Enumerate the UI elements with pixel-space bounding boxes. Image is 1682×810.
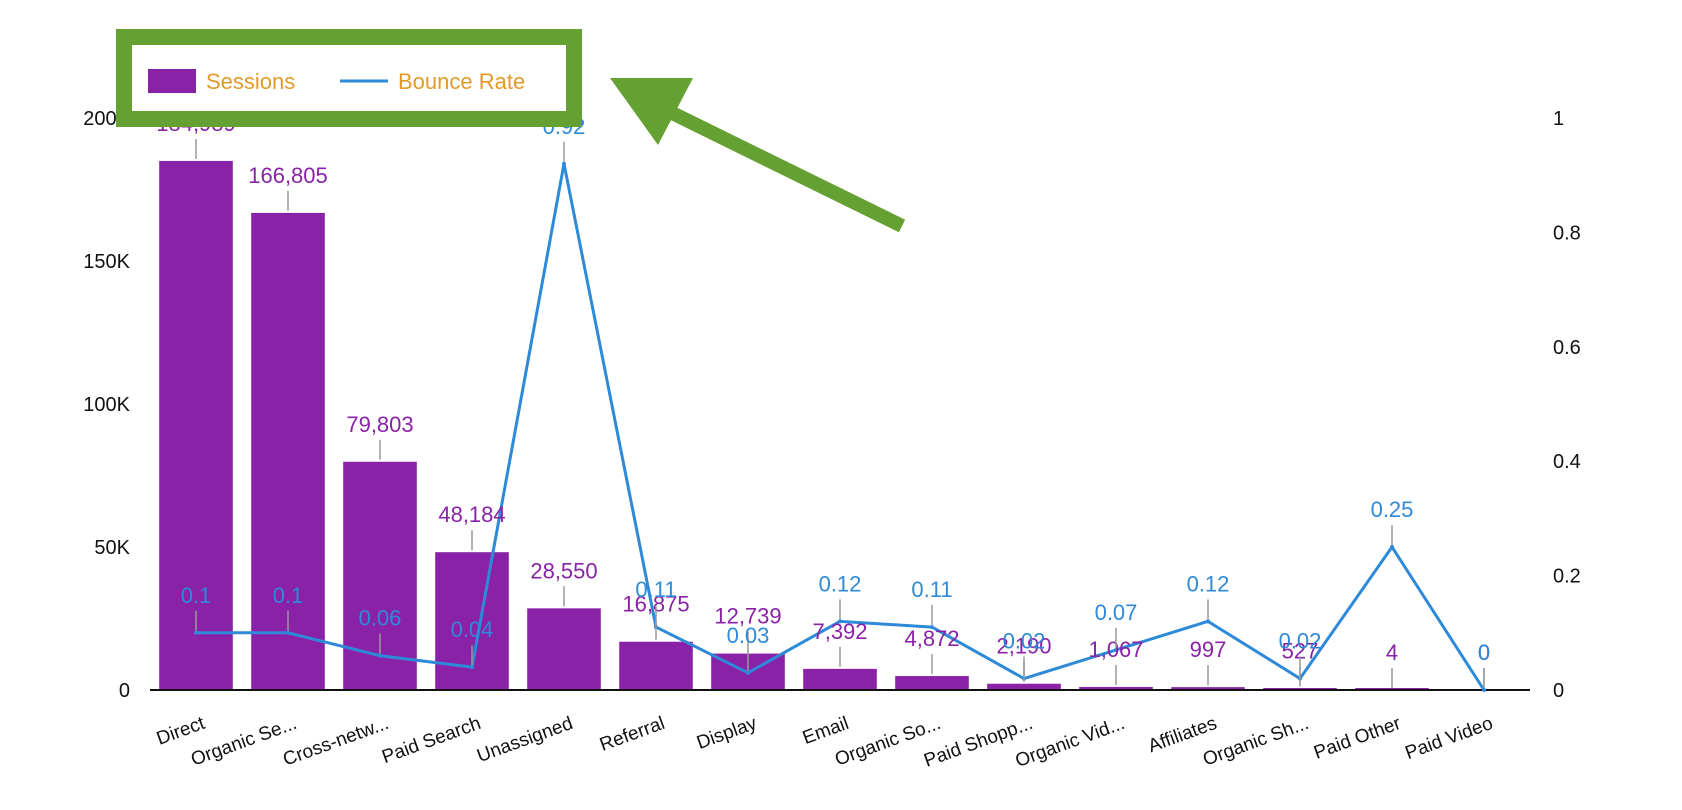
- bounce-rate-point: [1206, 619, 1210, 624]
- right-axis-tick-label: 0.8: [1553, 222, 1581, 244]
- highlight-box: [116, 29, 582, 127]
- sessions-data-label: 4: [1386, 640, 1398, 665]
- category-label: Direct: [154, 713, 208, 750]
- bounce-rate-data-label: 0.11: [911, 577, 952, 602]
- legend-bounce-rate-label: Bounce Rate: [398, 69, 525, 94]
- left-axis-tick-label: 150K: [83, 251, 130, 273]
- sessions-data-label: 997: [1190, 637, 1227, 662]
- sessions-bar: [619, 641, 693, 690]
- bounce-rate-point: [746, 670, 750, 675]
- category-label: Organic Se...: [188, 713, 299, 771]
- arrow-shaft: [656, 100, 906, 233]
- sessions-bar: [251, 212, 325, 691]
- category-label: Unassigned: [474, 713, 575, 767]
- bounce-rate-data-label: 0.1: [181, 583, 212, 608]
- bounce-rate-data-label: 0.12: [819, 571, 862, 596]
- bounce-rate-data-label: 0.06: [359, 606, 402, 631]
- sessions-data-label: 12,739: [714, 604, 781, 629]
- sessions-bar: [803, 668, 877, 690]
- sessions-bar: [1079, 686, 1153, 690]
- bounce-rate-point: [1114, 647, 1118, 652]
- sessions-data-label: 79,803: [346, 412, 413, 437]
- bounce-rate-data-label: 0.07: [1095, 600, 1138, 625]
- category-label: Paid Other: [1311, 713, 1404, 764]
- right-axis-tick-label: 1: [1553, 108, 1564, 130]
- category-label: Cross-netw...: [280, 713, 391, 771]
- bounce-rate-point: [194, 630, 198, 635]
- left-axis-tick-label: 50K: [94, 537, 130, 559]
- sessions-swatch: [148, 69, 196, 93]
- highlight-arrow: [610, 78, 906, 233]
- category-label: Referral: [597, 713, 668, 756]
- category-label: Display: [694, 713, 760, 754]
- sessions-data-label: 28,550: [530, 558, 597, 583]
- category-label: Email: [800, 713, 852, 749]
- bounce-rate-data-label: 0.02: [1003, 629, 1046, 654]
- bounce-rate-data-label: 0: [1478, 640, 1490, 665]
- left-axis-tick-label: 100K: [83, 394, 130, 416]
- category-label: Organic Sh...: [1200, 713, 1311, 771]
- bounce-rate-point: [562, 161, 566, 166]
- right-axis-tick-label: 0: [1553, 680, 1564, 702]
- sessions-bar: [895, 676, 969, 690]
- bounce-rate-series: [194, 161, 1486, 692]
- sessions-data-label: 7,392: [812, 619, 867, 644]
- legend-background: [120, 34, 578, 122]
- bounce-rate-data-label: 0.04: [451, 617, 494, 642]
- sessions-data-label: 2,190: [996, 634, 1051, 659]
- bounce-rate-data-label: 0.25: [1371, 497, 1414, 522]
- bounce-rate-point: [286, 630, 290, 635]
- right-axis-tick-label: 0.6: [1553, 337, 1581, 359]
- right-axis-tick-label: 0.4: [1553, 451, 1581, 473]
- bounce-rate-data-label: 0.12: [1187, 571, 1230, 596]
- right-axis-tick-label: 0.2: [1553, 566, 1581, 588]
- arrow-head: [610, 78, 693, 145]
- sessions-data-label: 4,872: [904, 626, 959, 651]
- category-label: Paid Search: [379, 713, 483, 768]
- bounce-rate-data-label: 0.11: [635, 577, 676, 602]
- bounce-rate-point: [838, 619, 842, 624]
- category-label: Paid Video: [1402, 713, 1495, 764]
- sessions-data-label: 166,805: [248, 163, 328, 188]
- bounce-rate-point: [470, 665, 474, 670]
- bounce-rate-data-label: 0.1: [273, 583, 304, 608]
- sessions-data-label: 48,184: [438, 502, 505, 527]
- sessions-data-label: 0: [1478, 640, 1490, 665]
- legend: Sessions Bounce Rate: [120, 34, 578, 122]
- bounce-rate-point: [1390, 545, 1394, 549]
- bounce-rate-point: [378, 653, 382, 658]
- left-axis-tick-label: 0: [119, 680, 130, 702]
- sessions-bar: [1171, 687, 1245, 690]
- bounce-rate-data-label: 0.03: [727, 623, 770, 648]
- sessions-bar: [159, 160, 233, 690]
- sessions-bar: [987, 683, 1061, 690]
- sessions-bar: [527, 608, 601, 690]
- bounce-rate-point: [930, 625, 934, 630]
- legend-sessions-label: Sessions: [206, 69, 295, 94]
- bounce-rate-data-label: 0.02: [1279, 629, 1322, 654]
- right-y-axis: 0 0.2 0.4 0.6 0.8 1: [1553, 108, 1581, 702]
- bounce-rate-point: [1482, 688, 1486, 692]
